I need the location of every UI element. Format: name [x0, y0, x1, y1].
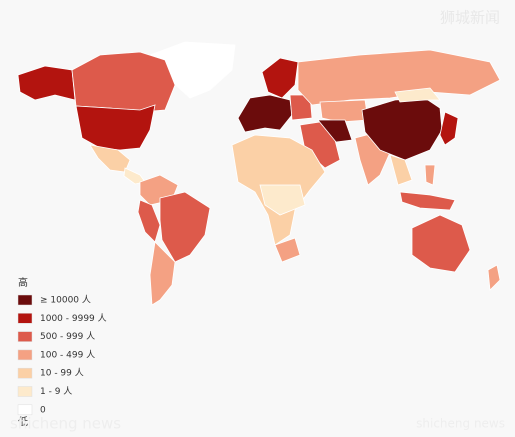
- indonesia: [399, 191, 456, 211]
- philippines: [424, 164, 436, 186]
- indochina: [389, 154, 413, 186]
- legend-label: ≥ 10000 人: [40, 295, 91, 306]
- legend-swatch: [17, 386, 33, 397]
- russia: [297, 49, 501, 106]
- legend-label: 0: [40, 405, 46, 415]
- new-zealand: [487, 264, 501, 291]
- argentina: [149, 241, 176, 306]
- legend-label: 100 - 499 人: [40, 349, 95, 360]
- mongolia: [394, 87, 441, 103]
- legend-swatch: [17, 294, 33, 306]
- countries: [17, 41, 501, 306]
- legend-swatch: [17, 404, 33, 416]
- legend-swatch: [17, 313, 33, 324]
- iran: [317, 119, 353, 143]
- nordics: [261, 57, 299, 99]
- legend-label: 10 - 99 人: [40, 368, 84, 379]
- legend-bottom: 低: [18, 415, 28, 428]
- legend-title: 高: [18, 276, 28, 289]
- footer-watermark: shicheng news: [10, 415, 121, 433]
- australia: [411, 214, 471, 273]
- legend-swatch: [17, 349, 33, 361]
- watermark: 狮城新闻: [440, 9, 500, 27]
- alaska: [17, 65, 76, 101]
- legend-label: 1 - 9 人: [40, 386, 72, 397]
- legend-label: 1000 - 9999 人: [40, 313, 107, 324]
- south-africa: [274, 237, 301, 263]
- legend-swatch: [17, 367, 33, 379]
- footer-watermark: shicheng news: [416, 417, 505, 431]
- legend: 高 低 ≥ 10000 人 1000 - 9999 人 500 - 999 人 100…: [17, 276, 107, 428]
- africa-central: [259, 184, 306, 216]
- central-asia: [319, 99, 369, 123]
- japan: [439, 111, 459, 146]
- legend-swatch: [17, 331, 33, 342]
- legend-label: 500 - 999 人: [40, 331, 95, 342]
- brazil: [159, 191, 211, 263]
- usa: [75, 104, 156, 151]
